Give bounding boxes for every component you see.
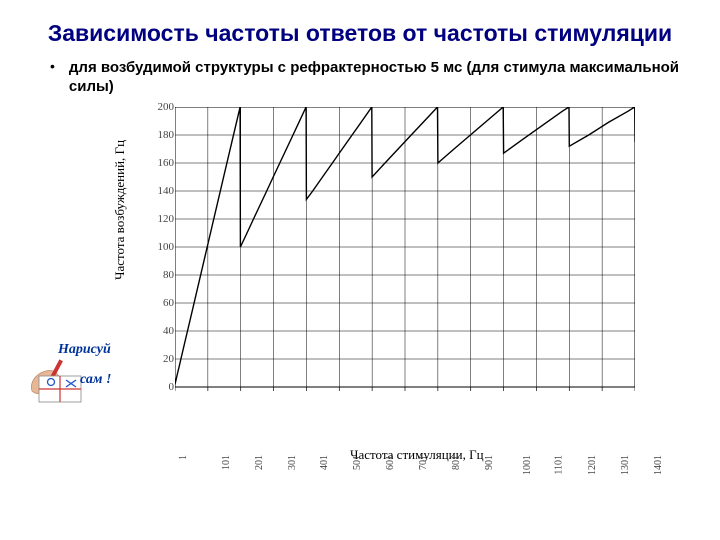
y-tick-label: 40: [148, 325, 174, 337]
x-tick-label: 1101: [554, 455, 565, 475]
x-tick-label: 701: [418, 455, 429, 470]
bullet-item: • для возбудимой структуры с рефрактерно…: [50, 58, 690, 97]
x-tick-label: 901: [484, 455, 495, 470]
draw-yourself-logo: Нарисуй сам !: [30, 337, 125, 407]
x-tick-label: 1: [178, 455, 189, 460]
x-tick-label: 301: [287, 455, 298, 470]
bullet-text: для возбудимой структуры с рефрактерност…: [69, 58, 690, 97]
x-tick-label: 501: [352, 455, 363, 470]
y-tick-label: 20: [148, 353, 174, 365]
paper-icon: [38, 375, 82, 403]
chart-container: Частота возбуждений, Гц Частота стимуляц…: [130, 107, 650, 457]
x-tick-label: 1001: [522, 455, 533, 475]
y-tick-label: 60: [148, 297, 174, 309]
y-tick-label: 140: [148, 185, 174, 197]
x-axis-title: Частота стимуляции, Гц: [350, 447, 484, 463]
y-tick-label: 200: [148, 101, 174, 113]
logo-text-2: сам !: [80, 373, 111, 387]
x-tick-label: 801: [451, 455, 462, 470]
content-row: Нарисуй сам ! Частота возбуждений, Гц Ча…: [30, 107, 690, 457]
logo-text-1: Нарисуй: [58, 343, 111, 357]
x-tick-label: 1301: [620, 455, 631, 475]
x-tick-label: 101: [221, 455, 232, 470]
bullet-marker: •: [50, 58, 55, 97]
x-tick-label: 601: [385, 455, 396, 470]
x-tick-label: 401: [319, 455, 330, 470]
y-tick-label: 0: [148, 381, 174, 393]
y-tick-label: 180: [148, 129, 174, 141]
chart-plot: [175, 107, 635, 397]
y-tick-label: 80: [148, 269, 174, 281]
x-tick-label: 201: [254, 455, 265, 470]
y-axis-title: Частота возбуждений, Гц: [112, 140, 128, 280]
x-tick-label: 1401: [653, 455, 664, 475]
x-tick-label: 1201: [587, 455, 598, 475]
y-tick-label: 100: [148, 241, 174, 253]
y-tick-label: 160: [148, 157, 174, 169]
page-title: Зависимость частоты ответов от частоты с…: [30, 20, 690, 48]
y-tick-label: 120: [148, 213, 174, 225]
